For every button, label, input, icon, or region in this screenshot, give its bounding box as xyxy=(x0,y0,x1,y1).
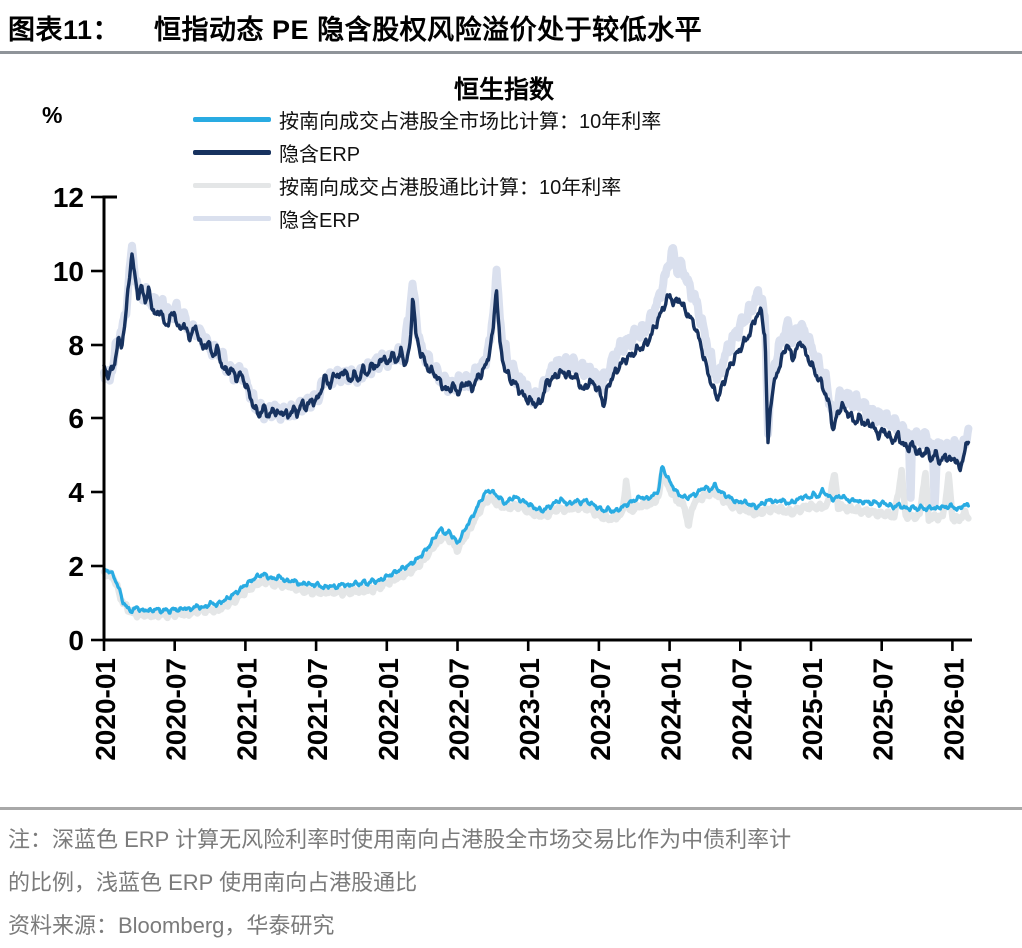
y-tick-6: 6 xyxy=(68,403,84,434)
x-tick-2024-01: 2024-01 xyxy=(656,658,687,761)
x-tick-2021-07: 2021-07 xyxy=(302,658,333,761)
legend-label-rate-market: 按南向成交占港股全市场比计算：10年利率 xyxy=(279,111,662,133)
chart-legend: 按南向成交占港股全市场比计算：10年利率 隐含ERP 按南向成交占港股通比计算：… xyxy=(193,103,661,235)
legend-item-erp-dark: 隐含ERP xyxy=(193,136,661,169)
x-tick-2021-01: 2021-01 xyxy=(231,658,262,761)
x-tick-2025-01: 2025-01 xyxy=(797,658,828,761)
x-tick-2025-07: 2025-07 xyxy=(868,658,899,761)
y-tick-8: 8 xyxy=(68,330,84,361)
x-tick-2022-01: 2022-01 xyxy=(373,658,404,761)
x-axis-ticks xyxy=(102,640,954,651)
legend-label-erp-light: 隐含ERP xyxy=(279,210,361,232)
legend-label-erp-dark: 隐含ERP xyxy=(279,144,361,166)
chart-title: 恒生指数 xyxy=(453,76,554,104)
chart-axes xyxy=(102,195,972,642)
x-tick-2020-07: 2020-07 xyxy=(161,658,192,761)
note-line-2: 的比例，浅蓝色 ERP 使用南向占港股通比 xyxy=(8,870,418,895)
legend-item-erp-light: 隐含ERP xyxy=(193,202,661,235)
x-tick-2020-01: 2020-01 xyxy=(90,658,121,761)
source-line: 资料来源：Bloomberg，华泰研究 xyxy=(8,913,335,938)
notes-block: 注：深蓝色 ERP 计算无风险利率时使用南向占港股全市场交易比作为中债利率计 的… xyxy=(8,818,1008,947)
x-tick-2026-01: 2026-01 xyxy=(938,658,969,761)
title-divider xyxy=(0,51,1022,54)
figure-label: 图表11： xyxy=(8,15,121,45)
y-axis-tick-labels: 12 10 8 6 4 2 0 xyxy=(53,182,85,656)
series-line-rate-market xyxy=(102,465,970,615)
figure-title-text: 恒指动态 PE 隐含股权风险溢价处于较低水平 xyxy=(154,15,703,45)
y-tick-2: 2 xyxy=(68,551,84,582)
x-axis-tick-labels: 2020-01 2020-07 2021-01 2021-07 2022-01 … xyxy=(90,658,969,761)
legend-swatch-erp-dark xyxy=(193,150,271,155)
x-tick-2023-07: 2023-07 xyxy=(585,658,616,761)
y-tick-10: 10 xyxy=(53,256,84,287)
legend-item-rate-market: 按南向成交占港股全市场比计算：10年利率 xyxy=(193,103,661,136)
legend-item-rate-connect: 按南向成交占港股通比计算：10年利率 xyxy=(193,169,661,202)
note-line-1: 注：深蓝色 ERP 计算无风险利率时使用南向占港股全市场交易比作为中债利率计 xyxy=(8,827,792,852)
chart-series xyxy=(100,241,973,622)
y-axis-ticks xyxy=(91,195,104,642)
x-tick-2023-01: 2023-01 xyxy=(514,658,545,761)
x-tick-2024-07: 2024-07 xyxy=(726,658,757,761)
legend-swatch-rate-connect xyxy=(193,183,271,188)
legend-swatch-rate-market xyxy=(193,117,271,122)
series-line-rate-connect xyxy=(100,466,972,622)
notes-divider xyxy=(0,807,1022,810)
figure-title: 图表11： 恒指动态 PE 隐含股权风险溢价处于较低水平 xyxy=(8,8,702,47)
y-axis-unit-label: % xyxy=(42,102,63,128)
y-tick-4: 4 xyxy=(68,477,84,508)
legend-label-rate-connect: 按南向成交占港股通比计算：10年利率 xyxy=(279,177,622,199)
y-tick-0: 0 xyxy=(68,625,84,656)
x-tick-2022-07: 2022-07 xyxy=(444,658,475,761)
y-tick-12: 12 xyxy=(53,182,84,213)
series-line-erp-dark xyxy=(102,252,971,473)
legend-swatch-erp-light xyxy=(193,216,271,221)
line-chart-plot: 12 10 8 6 4 2 0 2020-01 2020-07 2021-01 … xyxy=(53,182,973,761)
